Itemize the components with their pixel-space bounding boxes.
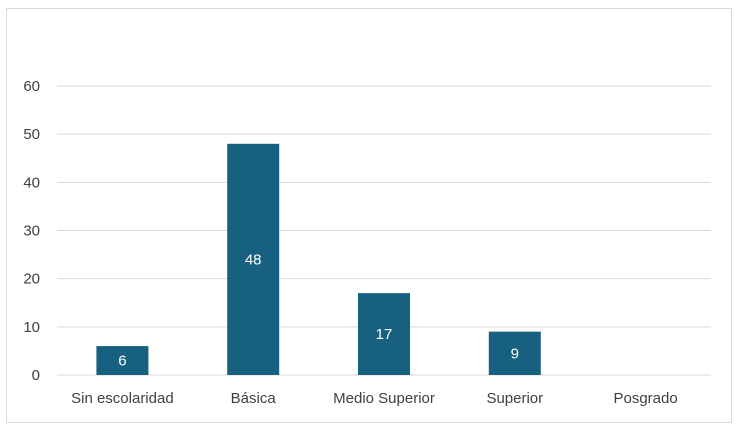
bar-4 [488,331,541,375]
y-tick-label: 60 [23,78,40,95]
bar-2 [227,143,280,375]
x-category-label: Medio Superior [333,390,435,407]
y-tick-label: 10 [23,319,40,336]
x-category-label: Superior [486,390,543,407]
y-tick-label: 20 [23,271,40,288]
data-label: 48 [245,251,262,268]
x-category-label: Sin escolaridad [71,390,174,407]
data-label: 6 [118,353,126,370]
y-tick-label: 50 [23,126,40,143]
bar-3 [358,293,410,375]
x-category-label: Posgrado [613,390,677,407]
data-label: 17 [376,326,393,343]
data-label: 9 [511,345,519,362]
bar-1 [96,346,149,375]
x-category-label: Básica [231,390,277,407]
y-tick-label: 0 [32,367,40,384]
y-tick-label: 30 [23,223,40,240]
y-tick-label: 40 [23,174,40,191]
